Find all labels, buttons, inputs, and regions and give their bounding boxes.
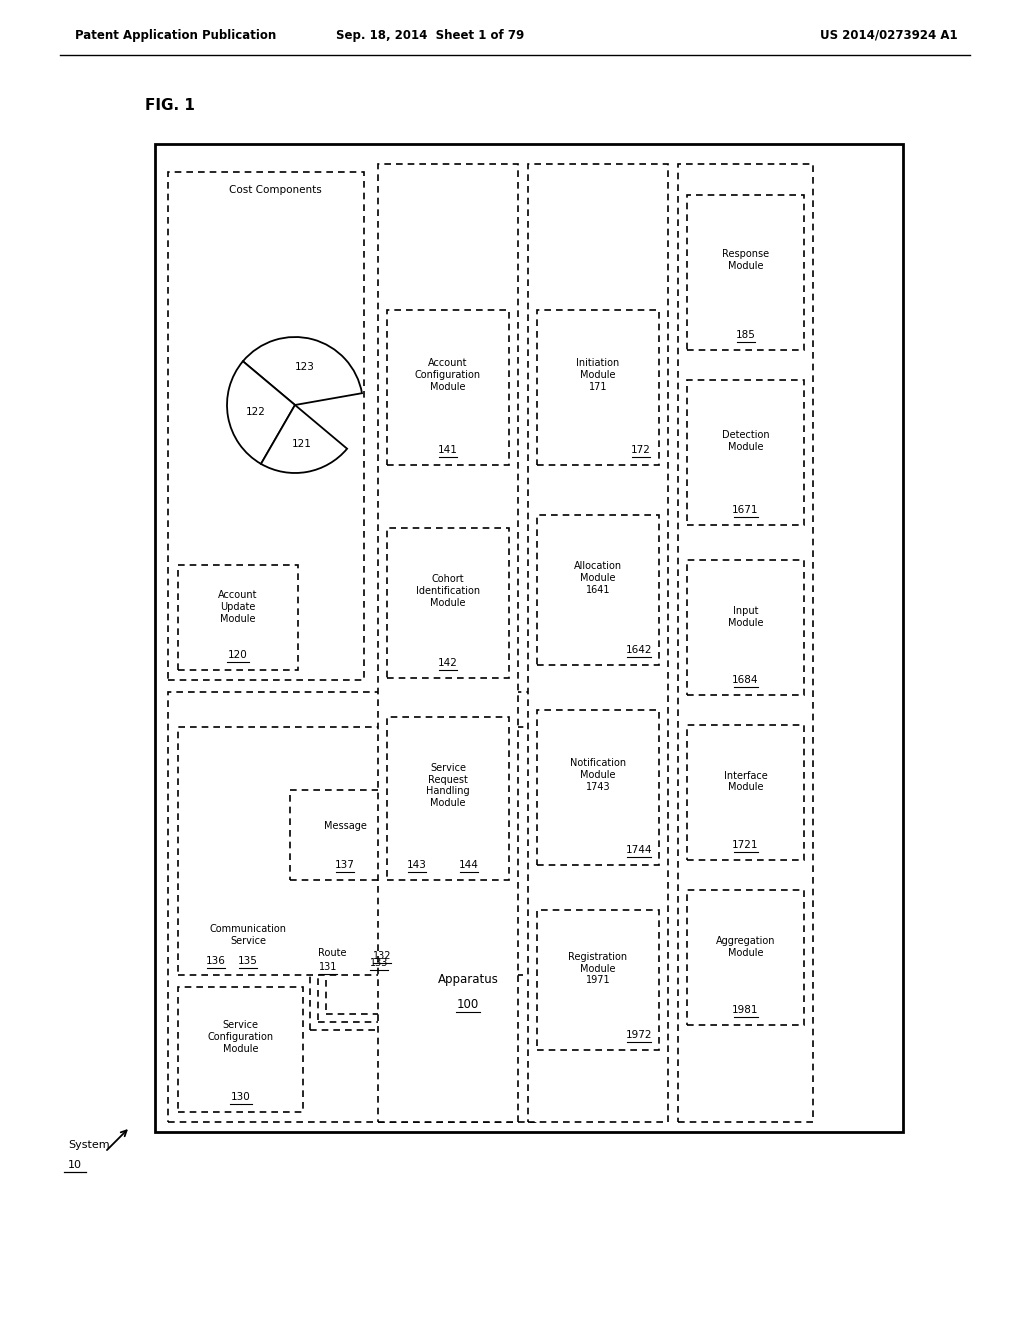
Text: US 2014/0273924 A1: US 2014/0273924 A1 [820, 29, 957, 41]
Text: 130: 130 [230, 1092, 251, 1102]
Text: 1684: 1684 [732, 675, 759, 685]
Text: 100: 100 [457, 998, 479, 1011]
Bar [168, 172, 364, 680]
Text: Cohort
Identification
Module: Cohort Identification Module [416, 574, 480, 607]
Wedge shape [227, 362, 295, 463]
Text: Response
Module: Response Module [722, 249, 769, 271]
Bar [168, 692, 538, 1122]
Text: Service
Configuration
Module: Service Configuration Module [208, 1020, 273, 1053]
Text: 142: 142 [438, 657, 458, 668]
Text: 123: 123 [295, 362, 315, 372]
Bar [310, 935, 406, 1030]
Wedge shape [261, 405, 347, 473]
Bar [687, 560, 804, 696]
Text: 10: 10 [68, 1160, 82, 1170]
Bar [387, 717, 509, 880]
Bar [687, 890, 804, 1026]
Text: 172: 172 [631, 445, 651, 455]
Text: 131: 131 [318, 962, 337, 972]
Text: 121: 121 [292, 438, 311, 449]
Text: 1642: 1642 [626, 645, 652, 655]
Text: 1744: 1744 [626, 845, 652, 855]
Wedge shape [243, 337, 361, 405]
Text: Patent Application Publication: Patent Application Publication [75, 29, 276, 41]
Text: FIG. 1: FIG. 1 [145, 98, 195, 112]
Bar [178, 727, 530, 975]
Bar [290, 789, 400, 880]
Text: 120: 120 [228, 649, 248, 660]
Bar [528, 164, 668, 1122]
Bar [687, 725, 804, 861]
Text: 136: 136 [206, 956, 226, 966]
Text: Message: Message [324, 821, 367, 832]
Text: Account
Update
Module: Account Update Module [218, 590, 258, 623]
Text: 185: 185 [735, 330, 756, 341]
Text: Sep. 18, 2014  Sheet 1 of 79: Sep. 18, 2014 Sheet 1 of 79 [336, 29, 524, 41]
Text: 133: 133 [370, 958, 388, 968]
Bar [537, 310, 659, 465]
Text: Interface
Module: Interface Module [724, 771, 767, 792]
Text: 143: 143 [408, 861, 427, 870]
Text: Allocation
Module
1641: Allocation Module 1641 [573, 561, 622, 594]
Text: 1721: 1721 [732, 840, 759, 850]
Text: 141: 141 [438, 445, 458, 455]
Text: Cost Components: Cost Components [229, 185, 323, 195]
Text: Communication
Service: Communication Service [210, 924, 287, 946]
Bar [537, 710, 659, 865]
Bar [178, 565, 298, 671]
Text: 132: 132 [373, 950, 391, 961]
Text: 1981: 1981 [732, 1005, 759, 1015]
Bar [178, 987, 303, 1111]
Bar [155, 144, 903, 1133]
Text: Apparatus: Apparatus [437, 974, 499, 986]
Text: 137: 137 [335, 861, 355, 870]
Text: 144: 144 [459, 861, 479, 870]
Text: 1671: 1671 [732, 506, 759, 515]
Text: System: System [68, 1140, 110, 1150]
Bar [687, 195, 804, 350]
Bar [537, 515, 659, 665]
Text: 135: 135 [238, 956, 258, 966]
Text: 1972: 1972 [626, 1030, 652, 1040]
Bar [318, 944, 396, 1022]
Text: 122: 122 [246, 407, 266, 417]
Bar [537, 909, 659, 1049]
Bar [326, 953, 387, 1014]
Bar [687, 380, 804, 525]
Text: Initiation
Module
171: Initiation Module 171 [577, 359, 620, 392]
Text: Account
Configuration
Module: Account Configuration Module [415, 359, 481, 392]
Bar [678, 164, 813, 1122]
Text: Aggregation
Module: Aggregation Module [716, 936, 775, 957]
Text: Route: Route [317, 948, 346, 958]
Bar [387, 310, 509, 465]
Text: Notification
Module
1743: Notification Module 1743 [570, 759, 626, 792]
Text: Registration
Module
1971: Registration Module 1971 [568, 952, 628, 986]
Text: Service
Request
Handling
Module: Service Request Handling Module [426, 763, 470, 808]
Text: Input
Module: Input Module [728, 606, 763, 627]
Text: Detection
Module: Detection Module [722, 430, 769, 451]
Bar [378, 164, 518, 1122]
Bar [387, 528, 509, 678]
